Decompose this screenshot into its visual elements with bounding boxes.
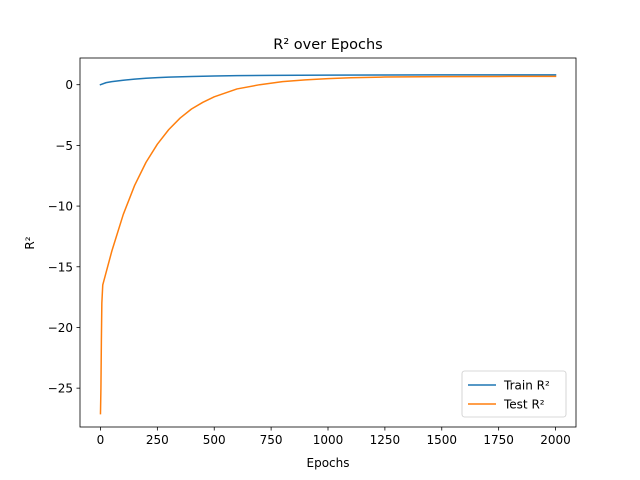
y-tick-label-5: −25 xyxy=(48,382,73,396)
legend-label-1: Test R² xyxy=(503,398,545,412)
series-line-0 xyxy=(99,74,557,86)
y-axis-title: R² xyxy=(23,236,37,249)
legend: Train R² Test R² xyxy=(461,370,567,418)
series-line-1 xyxy=(99,75,557,415)
x-tick-label-8: 2000 xyxy=(540,433,571,447)
x-tick-label-4: 1000 xyxy=(313,433,344,447)
chart-title: R² over Epochs xyxy=(273,37,382,53)
x-tick-label-7: 1750 xyxy=(483,433,514,447)
x-tick-label-1: 250 xyxy=(146,433,169,447)
y-tick-label-0: 0 xyxy=(65,78,73,92)
legend-label-0: Train R² xyxy=(503,379,550,393)
x-tick-label-2: 500 xyxy=(203,433,226,447)
x-tick-label-3: 750 xyxy=(260,433,283,447)
y-tick-label-4: −20 xyxy=(48,321,73,335)
x-tick-label-6: 1500 xyxy=(426,433,457,447)
y-tick-label-3: −15 xyxy=(48,260,73,274)
y-tick-label-1: −5 xyxy=(55,139,73,153)
y-tick-label-2: −10 xyxy=(48,200,73,214)
x-tick-label-5: 1250 xyxy=(370,433,401,447)
legend-box xyxy=(461,370,567,418)
x-axis-title: Epochs xyxy=(307,456,350,470)
x-tick-label-0: 0 xyxy=(97,433,105,447)
plot-area: 0 250 500 750 1000 1250 1500 1750 2000 0 −5 −10 −15 −… xyxy=(48,57,577,447)
